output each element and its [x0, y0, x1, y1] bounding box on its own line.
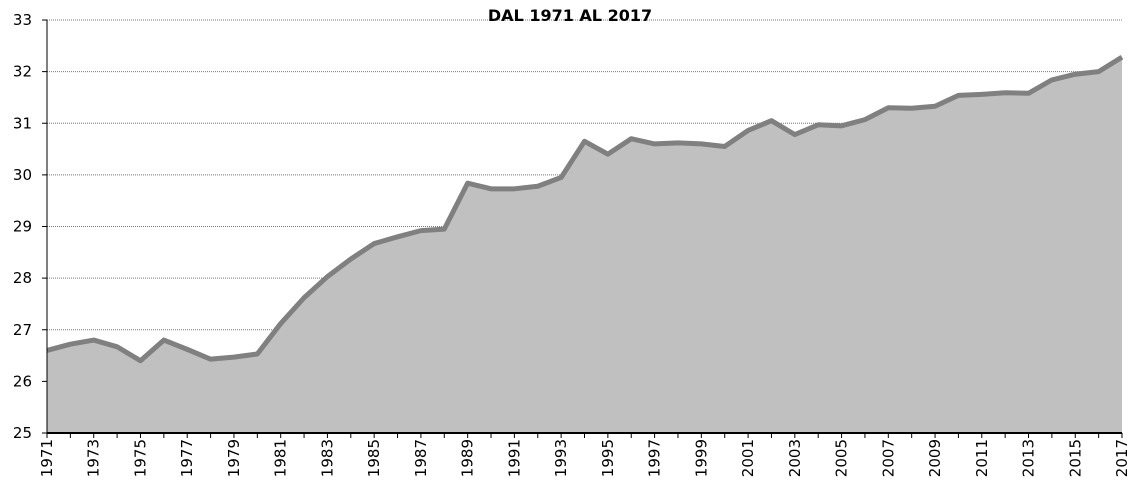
- y-tick-label: 29: [13, 218, 32, 236]
- x-tick-label: 1995: [599, 439, 617, 477]
- y-tick-label: 30: [13, 166, 32, 184]
- x-tick-label: 1981: [272, 439, 290, 477]
- y-tick-label: 27: [13, 321, 32, 339]
- x-tick-label: 1973: [85, 439, 103, 477]
- x-tick-label: 2015: [1066, 439, 1084, 477]
- area-line: [46, 55, 1124, 364]
- x-tick-label: 1987: [412, 439, 430, 477]
- x-tick-label: 2001: [739, 439, 757, 477]
- x-tick-label: 1977: [178, 439, 196, 477]
- chart-title: DAL 1971 AL 2017: [488, 6, 652, 25]
- x-tick-label: 2005: [833, 439, 851, 477]
- x-tick-label: 1991: [505, 439, 523, 477]
- y-tick-label: 31: [13, 114, 32, 132]
- y-tick-label: 26: [13, 372, 32, 390]
- y-tick-label: 33: [13, 11, 32, 29]
- x-tick-label: 2013: [1020, 439, 1038, 477]
- x-tick-label: 2017: [1113, 439, 1131, 477]
- x-tick-label: 2011: [973, 439, 991, 477]
- area-fill: [47, 57, 1122, 434]
- x-tick-label: 2009: [926, 439, 944, 477]
- y-tick-label: 28: [13, 269, 32, 287]
- x-tick-label: 1971: [38, 439, 56, 477]
- x-tick-label: 1985: [365, 439, 383, 477]
- x-tick-label: 1993: [552, 439, 570, 477]
- x-tick-label: 1997: [646, 439, 664, 477]
- x-tick-label: 1979: [225, 439, 243, 477]
- y-tick-label: 25: [13, 424, 32, 442]
- x-tick-label: 1999: [692, 439, 710, 477]
- x-tick-label: 2007: [879, 439, 897, 477]
- x-tick-label: 1989: [459, 439, 477, 477]
- x-tick-label: 1983: [318, 439, 336, 477]
- y-tick-label: 32: [13, 63, 32, 81]
- x-tick-label: 2003: [786, 439, 804, 477]
- x-tick-label: 1975: [131, 439, 149, 477]
